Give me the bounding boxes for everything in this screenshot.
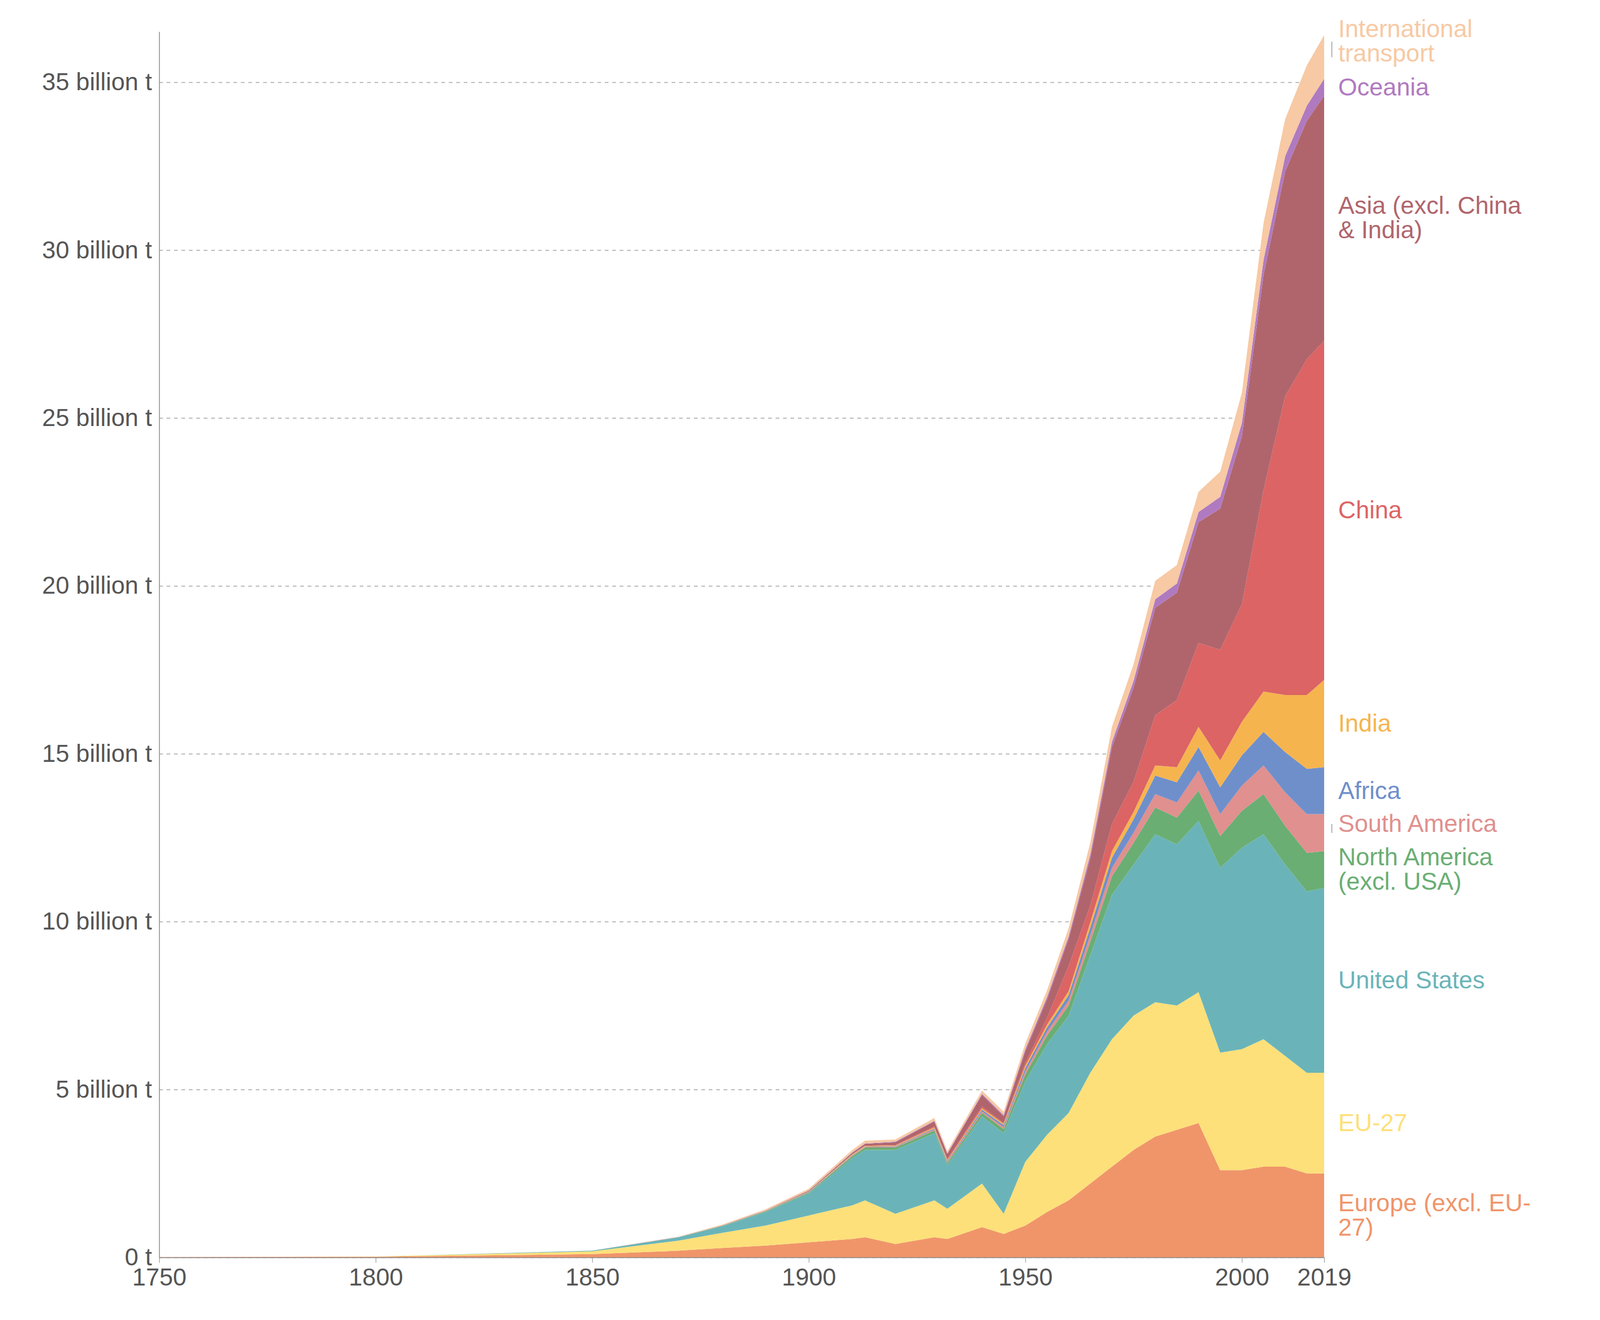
svg-text:1850: 1850 (565, 1263, 620, 1291)
svg-text:1900: 1900 (781, 1263, 837, 1291)
svg-text:Africa: Africa (1338, 776, 1402, 804)
svg-text:2000: 2000 (1214, 1263, 1269, 1291)
svg-text:Oceania: Oceania (1338, 73, 1430, 101)
svg-text:15 billion t: 15 billion t (41, 739, 152, 768)
svg-text:1950: 1950 (998, 1263, 1053, 1291)
svg-text:India: India (1338, 709, 1392, 737)
svg-text:Asia (excl. China& India): Asia (excl. China& India) (1338, 191, 1523, 244)
svg-text:35 billion t: 35 billion t (41, 67, 152, 96)
svg-text:China: China (1338, 496, 1403, 524)
svg-text:0 t: 0 t (124, 1243, 152, 1271)
svg-text:EU-27: EU-27 (1338, 1108, 1408, 1137)
svg-text:United States: United States (1338, 966, 1485, 994)
svg-text:10 billion t: 10 billion t (41, 907, 152, 935)
svg-text:Europe (excl. EU-27): Europe (excl. EU-27) (1338, 1188, 1532, 1241)
svg-text:25 billion t: 25 billion t (41, 403, 152, 432)
svg-text:1800: 1800 (349, 1263, 404, 1291)
svg-text:South America: South America (1338, 809, 1498, 838)
svg-text:30 billion t: 30 billion t (41, 236, 152, 264)
svg-text:1750: 1750 (132, 1263, 187, 1291)
svg-text:North America(excl. USA): North America(excl. USA) (1338, 842, 1494, 895)
svg-text:2019: 2019 (1297, 1263, 1352, 1291)
svg-text:20 billion t: 20 billion t (41, 571, 152, 599)
svg-text:5 billion t: 5 billion t (55, 1075, 153, 1103)
svg-text:Internationaltransport: Internationaltransport (1338, 14, 1473, 67)
